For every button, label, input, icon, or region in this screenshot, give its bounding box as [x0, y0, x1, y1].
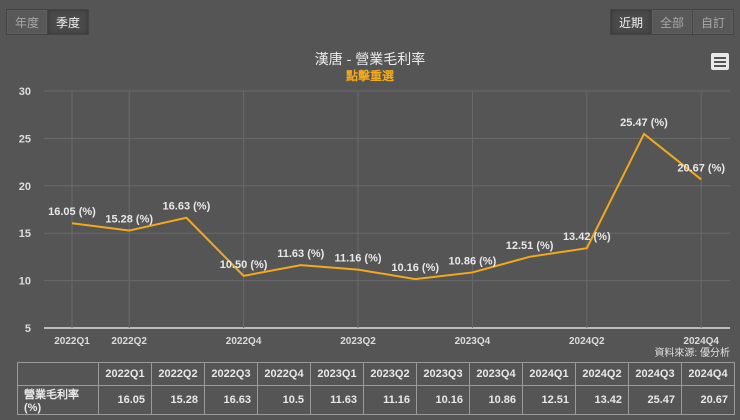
series-line[interactable]	[71, 132, 702, 281]
table-cell: 11.63	[310, 385, 364, 415]
table-cell: 10.16	[416, 385, 470, 415]
table-column-header: 2022Q2	[151, 362, 205, 386]
table-cell: 15.28	[151, 385, 205, 415]
table-cell: 13.42	[575, 385, 629, 415]
data-label: 10.16 (%)	[391, 262, 439, 274]
data-label: 11.63 (%)	[277, 248, 324, 260]
table-cell: 20.67	[681, 385, 735, 415]
table-column-header: 2022Q3	[204, 362, 258, 386]
x-tick-label: 2022Q2	[111, 336, 147, 347]
data-label: 10.50 (%)	[220, 259, 268, 271]
data-labels: 16.05 (%) 15.28 (%) 16.63 (%) 10.50 (%) 11.6…	[48, 117, 725, 274]
tab-custom[interactable]: 自訂	[692, 9, 734, 35]
y-tick-label: 30	[19, 86, 31, 98]
data-source-note: 資料來源: 優分析	[654, 348, 730, 359]
data-label: 20.67 (%)	[677, 162, 725, 174]
x-tick-label: 2023Q2	[340, 336, 376, 347]
x-tick-label: 2024Q4	[683, 336, 719, 347]
table-cell: 10.86	[469, 385, 523, 415]
table-column-header: 2023Q1	[310, 362, 364, 386]
period-toggle: 年度 季度	[6, 9, 90, 35]
hamburger-menu-icon[interactable]	[711, 53, 729, 70]
tab-all[interactable]: 全部	[651, 9, 693, 35]
line-chart[interactable]: 5 10 15 20 25 30 2022Q1 2022Q2 2022Q4 2023Q2 2023…	[0, 80, 740, 350]
table-column-header: 2023Q2	[363, 362, 417, 386]
table-column-header: 2024Q1	[522, 362, 576, 386]
data-label: 13.42 (%)	[563, 231, 611, 243]
tab-recent[interactable]: 近期	[609, 9, 652, 35]
reset-selection-link[interactable]: 點擊重選	[345, 69, 394, 83]
x-tick-label: 2022Q4	[226, 336, 262, 347]
range-toggle: 近期 全部 自訂	[609, 9, 734, 35]
y-axis: 5 10 15 20 25 30	[19, 86, 31, 335]
table-column-header: 2022Q4	[257, 362, 311, 386]
table-cell: 10.5	[257, 385, 311, 415]
table-corner-cell	[17, 362, 99, 386]
data-label: 10.86 (%)	[449, 255, 497, 267]
y-tick-label: 10	[19, 276, 31, 288]
data-label: 15.28 (%)	[105, 214, 153, 226]
chart-title: 漢唐 - 營業毛利率	[314, 51, 426, 67]
y-tick-label: 15	[19, 228, 31, 240]
table-column-header: 2024Q2	[575, 362, 629, 386]
table-cell: 12.51	[522, 385, 576, 415]
table-column-header: 2023Q4	[469, 362, 523, 386]
table-cell: 25.47	[628, 385, 682, 415]
data-label: 16.63 (%)	[163, 201, 211, 213]
table-cell: 16.05	[98, 385, 152, 415]
table-cell: 11.16	[363, 385, 417, 415]
table-column-header: 2024Q4	[681, 362, 735, 386]
chart-grid	[44, 90, 730, 329]
x-tick-label: 2022Q1	[54, 336, 90, 347]
data-label: 12.51 (%)	[506, 240, 554, 252]
tab-annual[interactable]: 年度	[6, 9, 49, 35]
table-cell: 16.63	[204, 385, 258, 415]
x-axis: 2022Q1 2022Q2 2022Q4 2023Q2 2023Q4 2024Q2 2024…	[54, 336, 719, 347]
x-tick-label: 2024Q2	[569, 336, 605, 347]
y-tick-label: 5	[25, 323, 31, 335]
data-label: 11.16 (%)	[334, 253, 381, 265]
y-tick-label: 25	[19, 133, 31, 145]
table-row-header: 營業毛利率(%)	[17, 385, 99, 415]
table-column-header: 2022Q1	[98, 362, 152, 386]
table-column-header: 2024Q3	[628, 362, 682, 386]
tab-quarterly[interactable]: 季度	[48, 9, 90, 35]
data-label: 25.47 (%)	[620, 117, 668, 129]
x-tick-label: 2023Q4	[455, 336, 491, 347]
table-header-row: 2022Q1 2022Q2 2022Q3 2022Q4 2023Q1 2023Q2 2023…	[17, 362, 735, 386]
table-column-header: 2023Q3	[416, 362, 470, 386]
data-table: 2022Q1 2022Q2 2022Q3 2022Q4 2023Q1 2023Q2 2023…	[17, 362, 735, 415]
table-row: 營業毛利率(%) 16.05 15.28 16.63 10.5 11.63 11.16 10…	[17, 385, 735, 415]
data-label: 16.05 (%)	[48, 206, 96, 218]
y-tick-label: 20	[19, 181, 31, 193]
